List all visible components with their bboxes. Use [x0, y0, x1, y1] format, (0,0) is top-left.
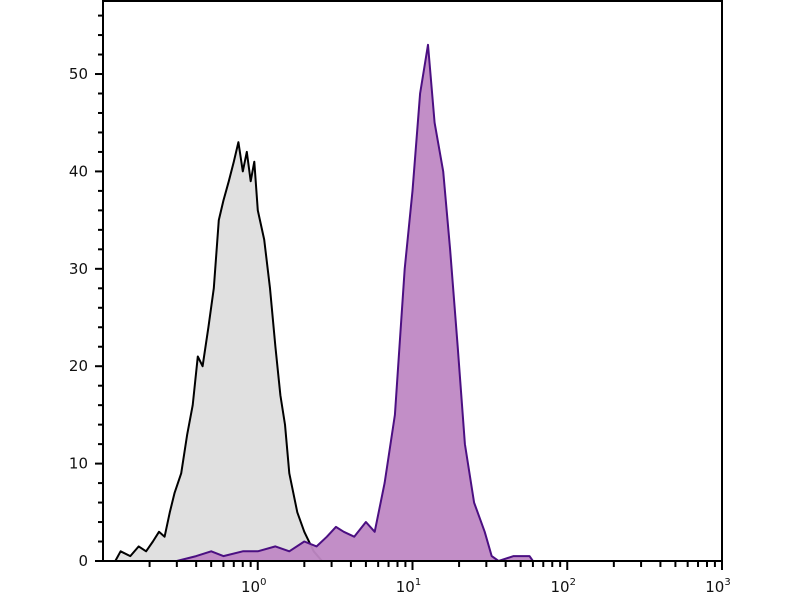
series-0-area — [115, 142, 322, 561]
axis-layer: 0 10 20 30 40 50 100 101 102 103 — [69, 14, 731, 596]
y-tick-label: 30 — [69, 260, 88, 278]
series-0-line — [114, 141, 323, 562]
x-tick-label: 103 — [705, 577, 730, 596]
series-1-area — [176, 44, 533, 562]
y-tick-label: 50 — [69, 65, 88, 83]
y-tick-label: 20 — [69, 357, 88, 375]
x-tick-label: 100 — [241, 577, 266, 596]
x-tick-label: 102 — [551, 577, 576, 596]
y-tick-label: 40 — [69, 162, 88, 180]
y-tick-label: 10 — [69, 455, 88, 473]
series-1-line — [176, 43, 534, 562]
x-tick-label: 101 — [396, 577, 421, 596]
y-tick-label: 0 — [78, 552, 88, 570]
series-layer — [114, 43, 534, 562]
